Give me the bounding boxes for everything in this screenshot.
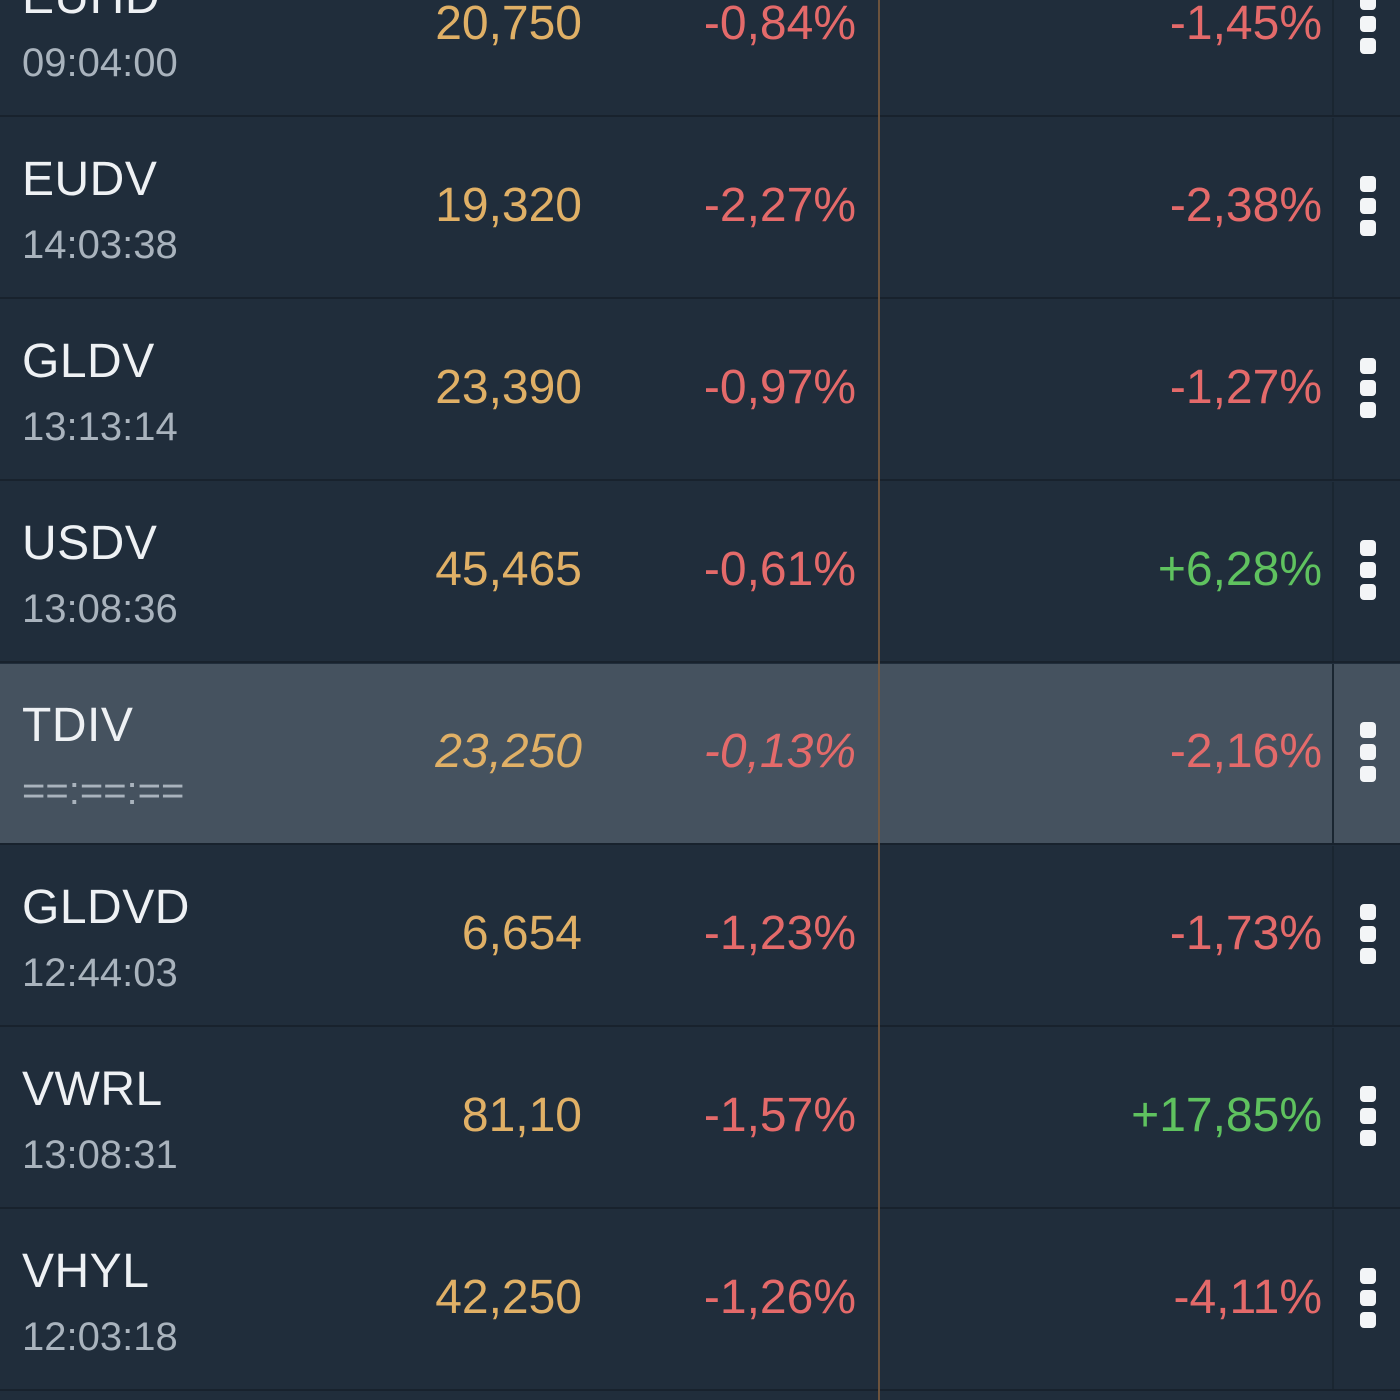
menu-separator [1332, 300, 1334, 479]
instrument-symbol: EUDV [22, 153, 158, 206]
watchlist-row[interactable]: GLDV 13:13:14 23,390 -0,97% -1,27% [0, 300, 1400, 481]
day-change-percent: -0,61% [703, 543, 856, 596]
day-change-percent: -0,97% [703, 361, 856, 414]
last-trade-time: 09:04:00 [22, 41, 178, 85]
menu-separator [1332, 664, 1334, 843]
instrument-symbol: TDIV [22, 699, 134, 752]
last-price: 23,250 [435, 725, 582, 778]
last-price: 45,465 [435, 543, 582, 596]
more-vertical-icon[interactable] [1346, 532, 1390, 612]
last-price: 42,250 [435, 1271, 582, 1324]
instrument-symbol: EUHD [22, 0, 160, 25]
menu-separator [1332, 1210, 1334, 1389]
more-vertical-icon[interactable] [1346, 0, 1390, 66]
last-trade-time: 13:08:36 [22, 587, 178, 631]
instrument-symbol: GLDV [22, 335, 155, 388]
last-trade-time: 12:03:18 [22, 1315, 178, 1359]
total-change-percent: -2,38% [1169, 179, 1322, 232]
last-price: 20,750 [435, 0, 582, 50]
total-change-percent: -2,16% [1169, 725, 1322, 778]
more-vertical-icon[interactable] [1346, 168, 1390, 248]
day-change-percent: -0,13% [703, 725, 856, 778]
more-vertical-icon[interactable] [1346, 1260, 1390, 1340]
total-change-percent: -1,73% [1169, 907, 1322, 960]
total-change-percent: -1,27% [1169, 361, 1322, 414]
last-trade-time: ==:==:== [22, 769, 185, 813]
last-price: 23,390 [435, 361, 582, 414]
last-trade-time: 14:03:38 [22, 223, 178, 267]
column-divider [878, 0, 880, 1400]
more-vertical-icon[interactable] [1346, 896, 1390, 976]
instrument-symbol: VWRL [22, 1063, 163, 1116]
menu-separator [1332, 1028, 1334, 1207]
last-trade-time: 13:08:31 [22, 1133, 178, 1177]
last-trade-time: 12:44:03 [22, 951, 178, 995]
day-change-percent: -1,26% [703, 1271, 856, 1324]
instrument-symbol: VHYL [22, 1245, 150, 1298]
watchlist-row[interactable]: EUHD 09:04:00 20,750 -0,84% -1,45% [0, 0, 1400, 117]
last-price: 6,654 [461, 907, 582, 960]
more-vertical-icon[interactable] [1346, 350, 1390, 430]
day-change-percent: -0,84% [703, 0, 856, 50]
total-change-percent: -4,11% [1173, 1271, 1322, 1324]
menu-separator [1332, 0, 1334, 115]
watchlist-row[interactable]: USDV 13:08:36 45,465 -0,61% +6,28% [0, 482, 1400, 663]
menu-separator [1332, 482, 1334, 661]
watchlist-row[interactable]: EUDV 14:03:38 19,320 -2,27% -2,38% [0, 118, 1400, 299]
total-change-percent: -1,45% [1169, 0, 1322, 50]
last-price: 81,10 [461, 1089, 582, 1142]
day-change-percent: -1,57% [703, 1089, 856, 1142]
watchlist-row-selected[interactable]: TDIV ==:==:== 23,250 -0,13% -2,16% [0, 664, 1400, 845]
instrument-symbol: GLDVD [22, 881, 190, 934]
last-trade-time: 13:13:14 [22, 405, 178, 449]
watchlist-row[interactable]: VWRL 13:08:31 81,10 -1,57% +17,85% [0, 1028, 1400, 1209]
more-vertical-icon[interactable] [1346, 714, 1390, 794]
menu-separator [1332, 118, 1334, 297]
menu-separator [1332, 846, 1334, 1025]
total-change-percent: +17,85% [1131, 1089, 1322, 1142]
day-change-percent: -1,23% [703, 907, 856, 960]
instrument-symbol: USDV [22, 517, 158, 570]
watchlist-row[interactable]: VHYL 12:03:18 42,250 -1,26% -4,11% [0, 1210, 1400, 1391]
last-price: 19,320 [435, 179, 582, 232]
day-change-percent: -2,27% [703, 179, 856, 232]
more-vertical-icon[interactable] [1346, 1078, 1390, 1158]
total-change-percent: +6,28% [1157, 543, 1322, 596]
watchlist-row[interactable]: GLDVD 12:44:03 6,654 -1,23% -1,73% [0, 846, 1400, 1027]
